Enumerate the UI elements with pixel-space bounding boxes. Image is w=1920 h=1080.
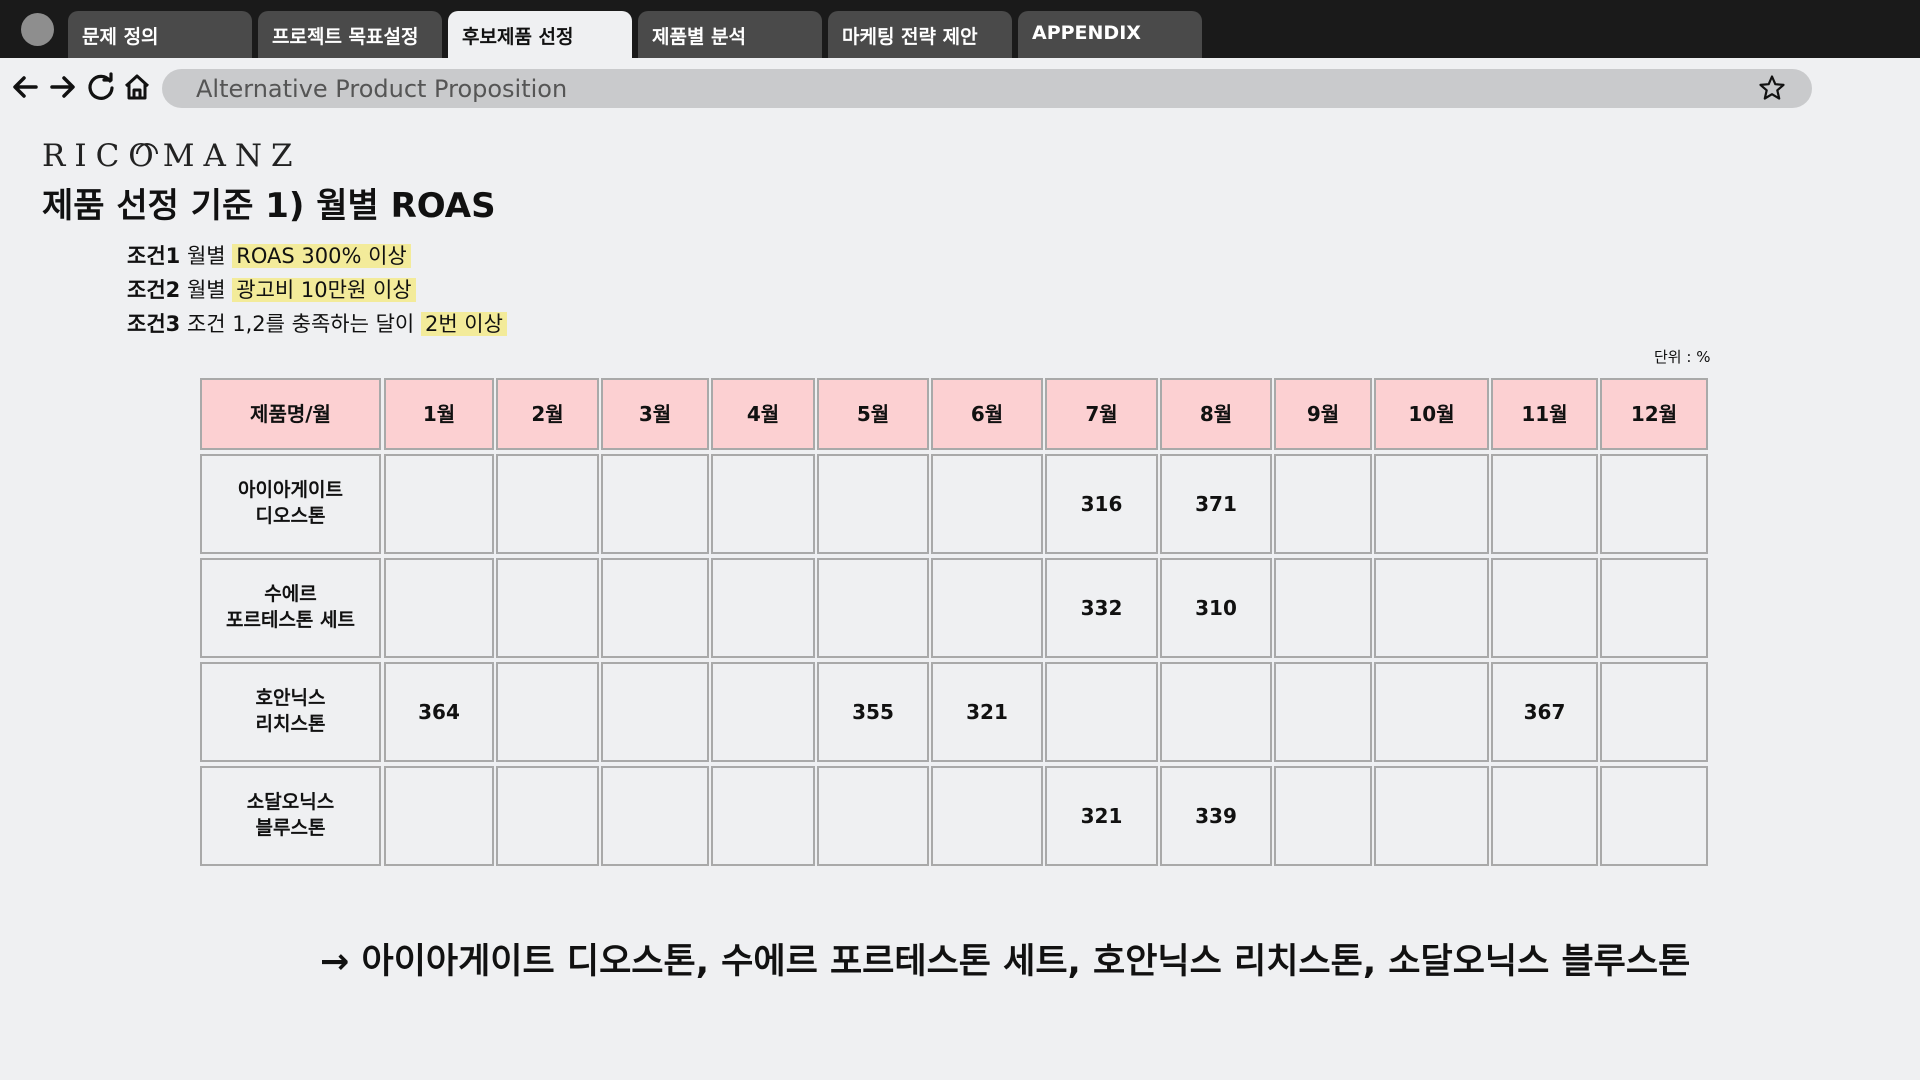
table-header-month: 5월 <box>817 378 929 450</box>
back-arrow-icon[interactable] <box>10 72 40 102</box>
tab-project-goal[interactable]: 프로젝트 목표설정 <box>258 11 442 58</box>
table-header-month: 6월 <box>931 378 1043 450</box>
table-header-month: 2월 <box>496 378 599 450</box>
condition-label: 조건1 <box>127 244 181 268</box>
table-cell-roas <box>1160 662 1272 762</box>
star-icon[interactable] <box>1758 74 1786 102</box>
address-bar[interactable]: Alternative Product Proposition <box>162 69 1812 108</box>
table-cell-roas <box>601 662 709 762</box>
table-cell-roas: 332 <box>1045 558 1158 658</box>
table-header-month: 1월 <box>384 378 494 450</box>
page-title: 제품 선정 기준 1) 월별 ROAS <box>42 186 496 226</box>
table-header-month: 12월 <box>1600 378 1708 450</box>
table-cell-roas: 364 <box>384 662 494 762</box>
address-bar-text: Alternative Product Proposition <box>196 75 568 103</box>
table-header-month: 7월 <box>1045 378 1158 450</box>
unit-note: 단위 : % <box>1654 348 1711 366</box>
table-cell-roas <box>1491 766 1598 866</box>
table-cell-roas <box>1045 662 1158 762</box>
condition-highlight: ROAS 300% 이상 <box>232 244 411 268</box>
tab-problem-definition[interactable]: 문제 정의 <box>68 11 252 58</box>
table-row-product-name: 소달오닉스 블루스톤 <box>200 766 381 866</box>
table-row-product-name: 아이아게이트 디오스톤 <box>200 454 381 554</box>
tab-appendix[interactable]: APPENDIX <box>1018 11 1202 58</box>
condition-1: 조건1 월별 ROAS 300% 이상 <box>127 240 411 270</box>
tab-product-analysis[interactable]: 제품별 분석 <box>638 11 822 58</box>
table-cell-roas <box>1600 454 1708 554</box>
tab-marketing-strategy[interactable]: 마케팅 전략 제안 <box>828 11 1012 58</box>
table-cell-roas <box>817 454 929 554</box>
table-cell-roas <box>931 558 1043 658</box>
table-cell-roas <box>817 558 929 658</box>
conclusion-text: → 아이아게이트 디오스톤, 수에르 포르테스톤 세트, 호안닉스 리치스톤, … <box>320 942 1691 982</box>
table-row-product-name: 수에르 포르테스톤 세트 <box>200 558 381 658</box>
table-cell-roas <box>601 454 709 554</box>
table-cell-roas <box>817 766 929 866</box>
table-cell-roas <box>1491 454 1598 554</box>
table-cell-roas <box>1600 662 1708 762</box>
table-row-product-name: 호안닉스 리치스톤 <box>200 662 381 762</box>
table-header-month: 11월 <box>1491 378 1598 450</box>
condition-3: 조건3 조건 1,2를 충족하는 달이 2번 이상 <box>127 308 507 338</box>
tab-bar: 문제 정의 프로젝트 목표설정 후보제품 선정 제품별 분석 마케팅 전략 제안… <box>0 0 1920 58</box>
table-header-month: 10월 <box>1374 378 1489 450</box>
condition-label: 조건3 <box>127 312 181 336</box>
table-cell-roas: 355 <box>817 662 929 762</box>
table-cell-roas <box>1274 558 1372 658</box>
table-cell-roas <box>384 766 494 866</box>
table-cell-roas <box>1600 766 1708 866</box>
table-cell-roas <box>601 766 709 866</box>
table-cell-roas <box>496 662 599 762</box>
table-cell-roas <box>1274 766 1372 866</box>
table-cell-roas <box>1374 662 1489 762</box>
table-cell-roas <box>496 454 599 554</box>
table-header-month: 8월 <box>1160 378 1272 450</box>
table-cell-roas: 316 <box>1045 454 1158 554</box>
home-icon[interactable] <box>122 72 152 102</box>
table-cell-roas <box>1274 454 1372 554</box>
table-cell-roas <box>496 766 599 866</box>
logo-ring-decoration <box>136 143 158 154</box>
table-cell-roas <box>1374 454 1489 554</box>
condition-text: 월별 <box>186 278 226 302</box>
table-cell-roas <box>1600 558 1708 658</box>
table-cell-roas <box>384 558 494 658</box>
table-cell-roas <box>1274 662 1372 762</box>
table-cell-roas: 310 <box>1160 558 1272 658</box>
condition-2: 조건2 월별 광고비 10만원 이상 <box>127 274 416 304</box>
table-header-month: 4월 <box>711 378 815 450</box>
table-cell-roas: 371 <box>1160 454 1272 554</box>
table-header-month: 3월 <box>601 378 709 450</box>
table-cell-roas: 339 <box>1160 766 1272 866</box>
table-cell-roas: 321 <box>931 662 1043 762</box>
table-cell-roas <box>601 558 709 658</box>
condition-text: 조건 1,2를 충족하는 달이 <box>186 312 415 336</box>
reload-icon[interactable] <box>86 72 116 102</box>
brand-logo: RICOMANZ <box>42 138 302 174</box>
condition-highlight: 2번 이상 <box>420 312 507 336</box>
condition-highlight: 광고비 10만원 이상 <box>232 278 416 302</box>
forward-arrow-icon[interactable] <box>48 72 78 102</box>
tab-candidate-selection[interactable]: 후보제품 선정 <box>448 11 632 58</box>
condition-label: 조건2 <box>127 278 181 302</box>
table-cell-roas <box>711 558 815 658</box>
table-cell-roas <box>931 454 1043 554</box>
table-cell-roas: 321 <box>1045 766 1158 866</box>
table-cell-roas <box>1491 558 1598 658</box>
table-cell-roas <box>496 558 599 658</box>
condition-text: 월별 <box>186 244 226 268</box>
table-header-month: 9월 <box>1274 378 1372 450</box>
table-cell-roas <box>931 766 1043 866</box>
table-cell-roas <box>711 662 815 762</box>
table-cell-roas <box>1374 558 1489 658</box>
table-cell-roas: 367 <box>1491 662 1598 762</box>
window-control-dot[interactable] <box>21 13 54 46</box>
table-cell-roas <box>384 454 494 554</box>
table-cell-roas <box>711 766 815 866</box>
table-header-product: 제품명/월 <box>200 378 381 450</box>
table-cell-roas <box>1374 766 1489 866</box>
table-cell-roas <box>711 454 815 554</box>
